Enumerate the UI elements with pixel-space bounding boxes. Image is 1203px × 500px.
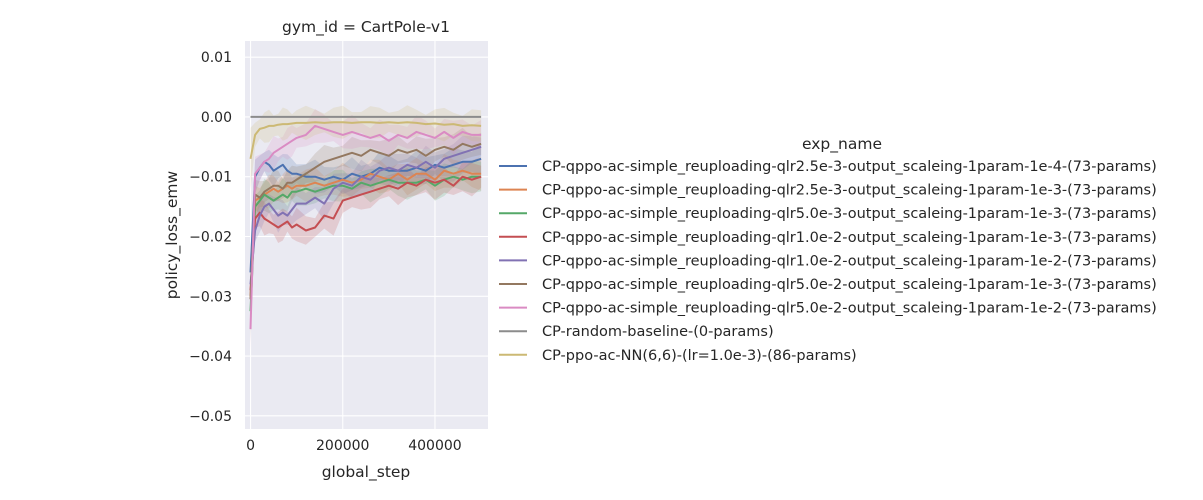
series-band-6 <box>250 109 482 352</box>
legend-title: exp_name <box>802 135 882 154</box>
y-tick-label: −0.02 <box>189 229 232 245</box>
series-line-6 <box>249 124 482 330</box>
legend-entry-6: CP-qppo-ac-simple_reuploading-qlr5.0e-2-… <box>542 301 1157 317</box>
series-line-8 <box>249 121 482 159</box>
series-line-2 <box>249 175 482 312</box>
legend-entry-0: CP-qppo-ac-simple_reuploading-qlr2.5e-3-… <box>542 159 1157 175</box>
y-tick-label: −0.03 <box>189 289 232 305</box>
x-axis-ticks: 0 200000 400000 <box>246 438 462 454</box>
chart-title: gym_id = CartPole-v1 <box>282 18 450 37</box>
series-band-4 <box>250 135 482 303</box>
y-tick-label: 0.00 <box>201 110 232 126</box>
plot-background <box>245 41 488 429</box>
series-line-5 <box>249 142 482 300</box>
series-line-1 <box>249 169 482 297</box>
y-tick-label: −0.01 <box>189 170 232 186</box>
series-band-8 <box>250 105 482 190</box>
x-axis-label: global_step <box>322 463 411 482</box>
y-axis-ticks: −0.05 −0.04 −0.03 −0.02 −0.01 0.00 0.01 <box>189 50 232 425</box>
legend-entry-7: CP-random-baseline-(0-params) <box>542 324 774 340</box>
series-band-1 <box>250 153 482 327</box>
y-axis-label: policy_loss_emw <box>163 170 182 299</box>
x-tick-label: 0 <box>246 438 255 454</box>
series-line-3 <box>249 175 482 291</box>
x-tick-label: 400000 <box>408 438 461 454</box>
x-tick-label: 200000 <box>316 438 369 454</box>
y-tick-label: −0.04 <box>189 349 232 365</box>
legend: exp_name CP-qppo-ac-simple_reuploading-q… <box>499 135 1157 364</box>
series-line-4 <box>249 145 482 285</box>
legend-entry-2: CP-qppo-ac-simple_reuploading-qlr5.0e-3-… <box>542 206 1157 222</box>
legend-entry-3: CP-qppo-ac-simple_reuploading-qlr1.0e-2-… <box>542 230 1157 246</box>
legend-entry-4: CP-qppo-ac-simple_reuploading-qlr1.0e-2-… <box>542 253 1157 269</box>
y-tick-label: −0.05 <box>189 409 232 425</box>
legend-entry-1: CP-qppo-ac-simple_reuploading-qlr2.5e-3-… <box>542 183 1157 199</box>
y-tick-label: 0.01 <box>201 50 232 66</box>
legend-entry-8: CP-ppo-ac-NN(6,6)-(lr=1.0e-3)-(86-params… <box>542 348 857 364</box>
series-band-5 <box>250 127 482 317</box>
series-lines <box>249 115 482 330</box>
legend-entry-5: CP-qppo-ac-simple_reuploading-qlr5.0e-2-… <box>542 277 1157 293</box>
